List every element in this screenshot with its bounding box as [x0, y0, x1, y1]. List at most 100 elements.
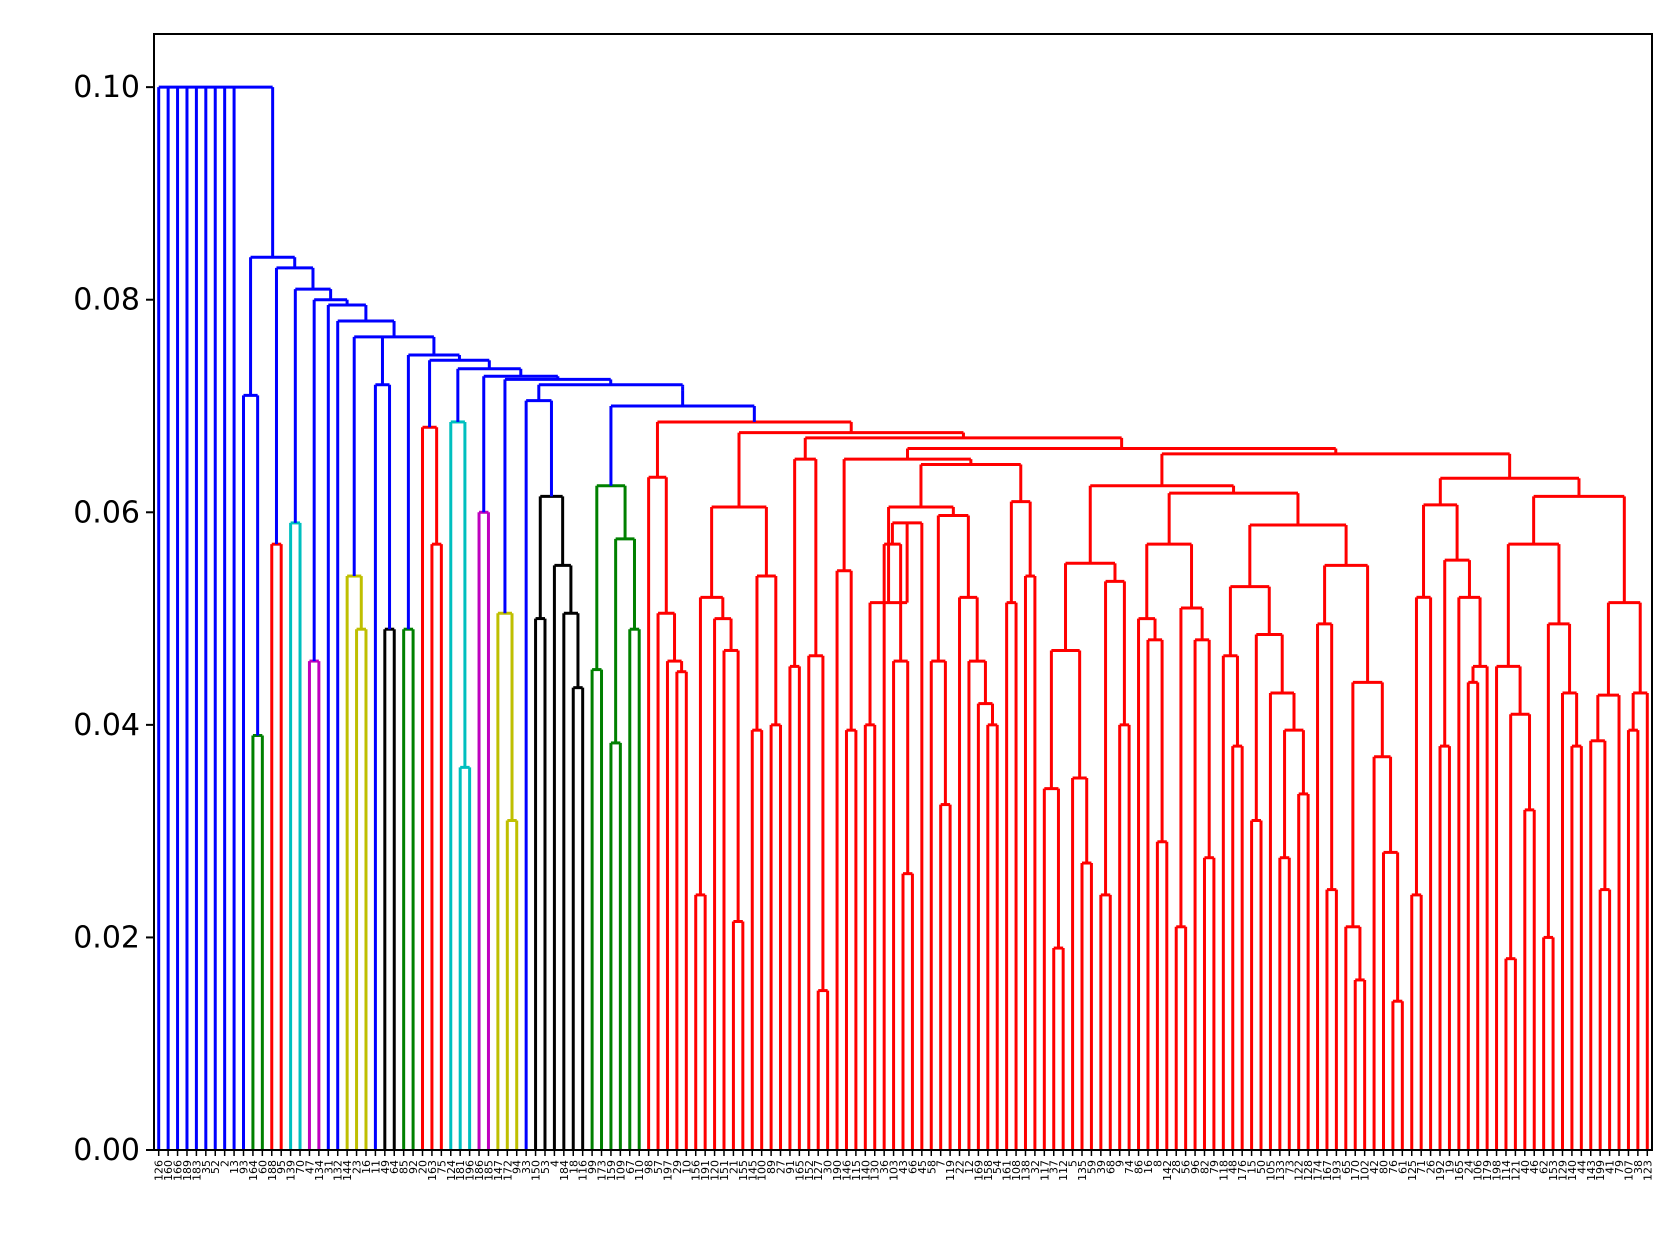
leaf-label: 71 [1415, 1160, 1428, 1174]
leaf-label: 110 [633, 1160, 646, 1181]
leaf-label: 133 [1274, 1160, 1287, 1181]
leaf-label: 12 [963, 1160, 976, 1174]
y-tick-label: 0.10 [73, 70, 140, 105]
leaf-label: 45 [916, 1160, 929, 1174]
leaf-label: 144 [341, 1160, 354, 1181]
leaf-label: 199 [1594, 1160, 1607, 1181]
leaf-label: 126 [153, 1160, 166, 1181]
y-tick-label: 0.08 [73, 283, 140, 318]
leaf-label: 158 [982, 1160, 995, 1181]
leaf-label: 52 [209, 1160, 222, 1174]
y-axis: 0.00 0.02 0.04 0.06 0.08 0.10 [73, 70, 154, 1168]
leaf-label: 100 [756, 1160, 769, 1181]
leaf-label: 185 [482, 1160, 495, 1181]
leaf-label: 57 [652, 1160, 665, 1174]
leaf-label: 89 [765, 1160, 778, 1174]
leaf-label: 11 [369, 1160, 382, 1174]
leaf-label: 62 [1538, 1160, 1551, 1174]
dendrogram-links [157, 85, 1649, 1150]
leaf-label: 26 [1425, 1160, 1438, 1174]
leaf-label: 58 [925, 1160, 938, 1174]
leaf-label: 80 [1377, 1160, 1390, 1174]
leaf-label: 68 [1104, 1160, 1117, 1174]
leaf-label: 124 [445, 1160, 458, 1181]
leaf-label: 21 [727, 1160, 740, 1174]
leaf-label: 106 [1472, 1160, 1485, 1181]
leaf-label: 196 [464, 1160, 477, 1181]
leaf-label: 56 [1180, 1160, 1193, 1174]
leaf-label: 82 [1198, 1160, 1211, 1174]
leaf-label: 4 [548, 1160, 561, 1167]
leaf-label: 160 [162, 1160, 175, 1181]
leaf-label: 54 [991, 1160, 1004, 1174]
leaf-label: 140 [859, 1160, 872, 1181]
leaf-label: 44 [1575, 1160, 1588, 1174]
leaf-label: 50 [1255, 1160, 1268, 1174]
leaf-label: 151 [718, 1160, 731, 1181]
leaf-label: 95 [275, 1160, 288, 1174]
leaf-label: 40 [1519, 1160, 1532, 1174]
leaf-label: 172 [501, 1160, 514, 1181]
leaf-label: 167 [1321, 1160, 1334, 1181]
leaf-label: 123 [1641, 1160, 1654, 1181]
leaf-label: 156 [690, 1160, 703, 1181]
leaf-label: 5 [1067, 1160, 1080, 1167]
leaf-label: 116 [577, 1160, 590, 1181]
leaf-label: 49 [379, 1160, 392, 1174]
leaf-label: 70 [294, 1160, 307, 1174]
leaf-label: 103 [888, 1160, 901, 1181]
leaf-label: 65 [1340, 1160, 1353, 1174]
leaf-label: 74 [1123, 1160, 1136, 1174]
leaf-label: 30 [822, 1160, 835, 1174]
leaf-label: 79 [1613, 1160, 1626, 1174]
leaf-label: 129 [1556, 1160, 1569, 1181]
y-tick-label: 0.04 [73, 708, 140, 743]
leaf-label: 115 [850, 1160, 863, 1181]
leaf-label: 10 [680, 1160, 693, 1174]
leaf-label: 61 [1396, 1160, 1409, 1174]
leaf-label: 181 [454, 1160, 467, 1181]
leaf-label: 143 [1585, 1160, 1598, 1181]
leaf-label: 16 [1142, 1160, 1155, 1174]
leaf-label: 92 [407, 1160, 420, 1174]
leaf-label: 31 [322, 1160, 335, 1174]
leaf-label: 67 [624, 1160, 637, 1174]
leaf-label: 48 [1227, 1160, 1240, 1174]
leaf-label: 165 [1453, 1160, 1466, 1181]
leaf-label: 132 [332, 1160, 345, 1181]
leaf-label: 35 [200, 1160, 213, 1174]
leaf-label: 161 [1001, 1160, 1014, 1181]
leaf-label: 79 [1208, 1160, 1221, 1174]
leaf-label: 150 [530, 1160, 543, 1181]
leaf-label: 138 [1019, 1160, 1032, 1181]
leaf-label: 164 [247, 1160, 260, 1181]
leaf-label: 140 [1566, 1160, 1579, 1181]
leaf-label: 174 [1312, 1160, 1325, 1181]
leaf-label: 15 [1246, 1160, 1259, 1174]
leaf-label: 197 [661, 1160, 674, 1181]
leaf-label: 9 [1114, 1160, 1127, 1167]
leaf-label: 198 [1491, 1160, 1504, 1181]
leaf-label: 16 [360, 1160, 373, 1174]
leaf-label: 32 [1029, 1160, 1042, 1174]
leaf-label: 96 [1189, 1160, 1202, 1174]
leaf-label: 42 [1368, 1160, 1381, 1174]
leaf-label: 99 [586, 1160, 599, 1174]
x-axis: 1261601661891833552213931646018895139704… [153, 1150, 1654, 1181]
leaf-label: 8 [1151, 1160, 1164, 1167]
leaf-label: 165 [793, 1160, 806, 1181]
leaf-label: 139 [285, 1160, 298, 1181]
leaf-label: 122 [1293, 1160, 1306, 1181]
leaf-label: 118 [1217, 1160, 1230, 1181]
leaf-label: 191 [699, 1160, 712, 1181]
leaf-label: 39 [1095, 1160, 1108, 1174]
leaf-label: 86 [1133, 1160, 1146, 1174]
leaf-label: 2 [219, 1160, 232, 1167]
leaf-label: 114 [1500, 1160, 1513, 1181]
leaf-label: 147 [492, 1160, 505, 1181]
leaf-label: 19 [1443, 1160, 1456, 1174]
leaf-label: 43 [897, 1160, 910, 1174]
leaf-label: 91 [784, 1160, 797, 1174]
leaf-label: 186 [473, 1160, 486, 1181]
leaf-label: 159 [605, 1160, 618, 1181]
